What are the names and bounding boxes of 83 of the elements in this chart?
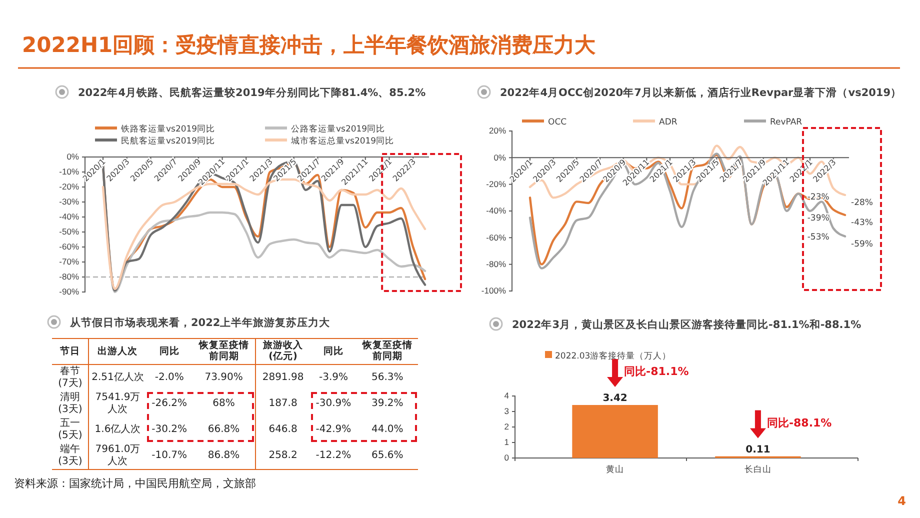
- category-label: 节日: [52, 338, 89, 364]
- text: 66.8%: [192, 416, 256, 443]
- text: -2.0%: [154, 370, 185, 385]
- annotation: 同比-88.1%: [766, 416, 832, 430]
- category-label: 旅游收入(亿元): [262, 338, 304, 364]
- text: 258.2: [268, 448, 298, 463]
- y-tick-label: 2: [504, 422, 510, 432]
- y-tick-label: -40%: [59, 212, 80, 222]
- y-tick-label: -50%: [59, 226, 80, 237]
- text: 73.90%: [192, 364, 256, 391]
- text: -42.9%: [314, 422, 352, 437]
- y-tick-label: -20%: [59, 182, 80, 192]
- text: 68%: [192, 390, 256, 417]
- category-label: 同比: [322, 344, 344, 359]
- chart-title: 2022年4月铁路、民航客运量较2019年分别同比下降81.4%、85.2%: [78, 86, 426, 99]
- y-tick-label: 3: [504, 406, 510, 416]
- y-tick-label: -70%: [59, 256, 80, 267]
- text: 同比-81.1%: [624, 364, 689, 378]
- text: -30.2%: [150, 422, 188, 437]
- y-tick-label: 20%: [488, 126, 506, 136]
- legend-label: 城市客运总量vs2019同比: [290, 136, 394, 146]
- y-tick-label: -80%: [486, 259, 506, 270]
- text: 56.3%: [370, 370, 404, 385]
- y-tick-label: -90%: [59, 286, 80, 297]
- text: 44.0%: [370, 422, 404, 437]
- category-label: 恢复至疫情前同期: [361, 338, 414, 364]
- y-tick-label: 0%: [494, 152, 506, 162]
- chart-title: 2022年3月，黄山景区及长白山景区游客接待量同比-81.1%和-88.1%: [512, 318, 862, 331]
- text: 1.6亿人次: [94, 422, 142, 437]
- y-tick-label: -40%: [486, 206, 506, 216]
- legend-label: 铁路客运量vs2019同比: [120, 124, 216, 134]
- text: -12.2%: [314, 448, 352, 463]
- text: -26.2%: [150, 396, 188, 411]
- x-tick-label: 黄山: [606, 464, 624, 475]
- text: 清明(3天): [52, 390, 89, 417]
- text: 187.8: [268, 396, 298, 411]
- legend-label: OCC: [548, 118, 567, 128]
- category-label: 恢复至疫情前同期: [192, 338, 256, 364]
- text: 春节(7天): [52, 364, 89, 391]
- text: 65.6%: [370, 448, 404, 463]
- text: 646.8: [268, 422, 298, 437]
- legend-label: RevPAR: [770, 118, 802, 128]
- y-tick-label: 4: [504, 390, 510, 401]
- y-tick-label: 0%: [66, 152, 80, 162]
- y-tick-label: 0: [504, 452, 510, 463]
- y-tick-label: -100%: [481, 286, 506, 296]
- data-label: 3.42: [602, 392, 628, 404]
- text: 2891.98: [261, 370, 305, 385]
- category-label: 出游人次: [96, 344, 139, 359]
- legend-label: 公路客运量vs2019同比: [291, 124, 386, 134]
- legend-label: 2022.03游客接待量（万人）: [555, 350, 672, 362]
- text: -3.9%: [318, 370, 349, 385]
- text: 4: [898, 494, 906, 508]
- data-label: -28%: [851, 198, 873, 208]
- text: 从节假日市场表现来看，2022上半年旅游复苏压力大: [69, 316, 332, 329]
- y-tick-label: -20%: [486, 179, 506, 190]
- text: 39.2%: [370, 396, 404, 411]
- data-label: -43%: [851, 218, 873, 228]
- text: 端午(3天): [52, 442, 89, 470]
- category-label: 同比: [158, 344, 180, 359]
- data-label: -53%: [807, 232, 830, 242]
- text: 7541.9万人次: [94, 390, 142, 417]
- legend-label: 民航客运量vs2019同比: [121, 136, 216, 146]
- y-tick-label: -60%: [486, 232, 506, 242]
- chart-title: 2022年4月OCC创2020年7月以来新低，酒店行业Revpar显著下滑（vs2019）: [500, 86, 902, 99]
- y-tick-label: -80%: [59, 272, 80, 282]
- y-tick-label: -30%: [59, 196, 80, 207]
- text: 五一(5天): [52, 416, 89, 443]
- text: -10.7%: [150, 448, 188, 463]
- text: 2.51亿人次: [90, 370, 145, 385]
- text: 2022H1回顾：受疫情直接冲击，上半年餐饮酒旅消费压力大: [22, 33, 597, 57]
- x-tick-label: 长白山: [744, 464, 772, 475]
- y-tick-label: 1: [504, 437, 510, 448]
- data-label: -39%: [807, 214, 830, 224]
- text: 7961.0万人次: [94, 442, 142, 469]
- y-tick-label: -60%: [59, 242, 80, 252]
- data-label: -59%: [851, 239, 873, 250]
- y-tick-label: -10%: [59, 166, 80, 177]
- legend-label: ADR: [659, 118, 678, 128]
- text: 86.8%: [192, 442, 256, 470]
- text: 资料来源：国家统计局，中国民用航空局，文旅部: [14, 477, 256, 490]
- data-label: 0.11: [746, 444, 770, 456]
- text: -30.9%: [314, 396, 352, 411]
